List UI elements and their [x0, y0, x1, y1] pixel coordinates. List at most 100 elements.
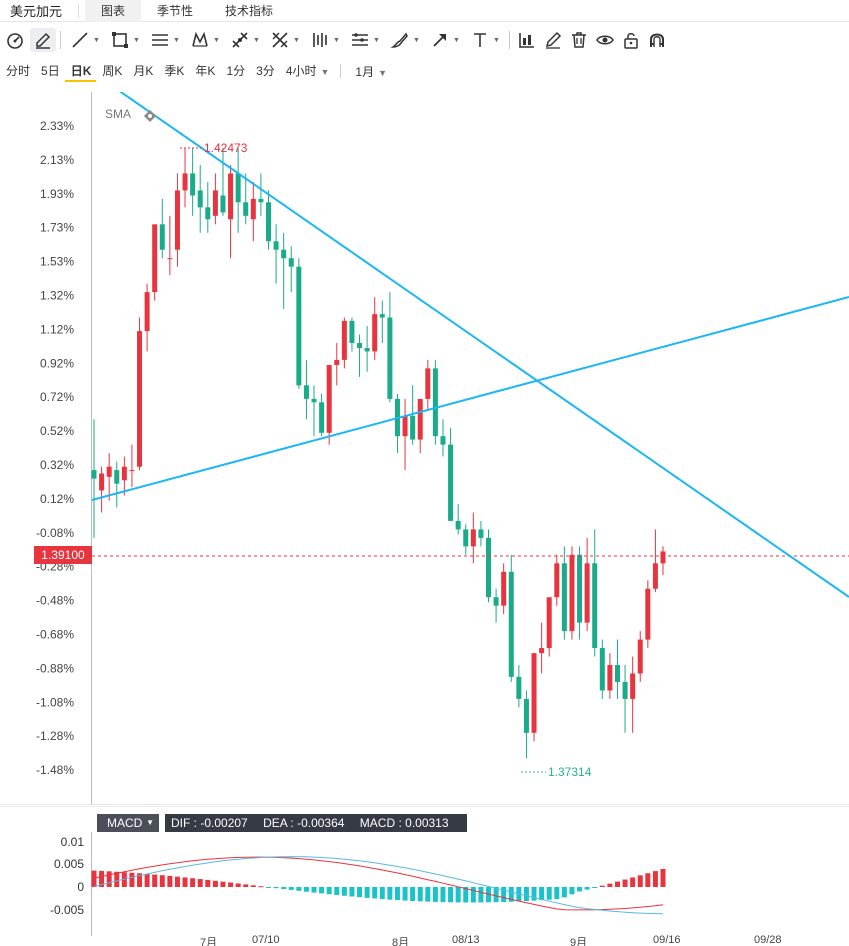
rectangle-icon[interactable]: ▼ — [105, 28, 145, 52]
high-marker: 1.42473 — [180, 141, 248, 155]
pattern-icon[interactable]: ▼ — [185, 28, 225, 52]
y-tick-label: -1.48% — [36, 763, 74, 777]
chevron-down-icon: ▼ — [320, 67, 330, 77]
tab-seasonality[interactable]: 季节性 — [157, 3, 194, 18]
macd-bar — [220, 881, 226, 887]
chart-stats-icon[interactable] — [514, 28, 540, 52]
brush-icon[interactable]: ▼ — [385, 28, 425, 52]
tab-technical-indicators[interactable]: 技术指标 — [225, 3, 274, 18]
candle-body — [152, 224, 158, 293]
sma-indicator-label[interactable]: SMA — [105, 107, 131, 121]
candle — [652, 529, 658, 593]
candle — [523, 690, 529, 759]
settings-icon[interactable] — [144, 110, 156, 122]
period-quarterly[interactable]: 季K — [164, 64, 185, 78]
candle — [622, 665, 628, 733]
unlock-icon[interactable] — [618, 28, 644, 52]
trash-icon[interactable] — [566, 28, 592, 52]
candle-body — [508, 571, 514, 677]
line-icon[interactable]: ▼ — [65, 28, 105, 52]
candle — [364, 326, 370, 372]
scissors-icon[interactable]: ▼ — [265, 28, 305, 52]
range-dropdown[interactable]: 1月 ▼ — [351, 63, 391, 80]
candle — [303, 359, 309, 420]
candle — [440, 419, 446, 457]
fork-icon[interactable]: ▼ — [225, 28, 265, 52]
speedometer-icon[interactable] — [0, 28, 30, 52]
macd-bar — [144, 873, 150, 887]
divider — [78, 3, 80, 18]
parallel-lines-icon[interactable]: ▼ — [145, 28, 185, 52]
y-tick-label: -1.28% — [36, 729, 74, 743]
macd-chart[interactable]: 0.01 0.005 0 -0.005 — [0, 832, 849, 936]
macd-bar — [182, 877, 188, 887]
macd-bar — [228, 882, 234, 887]
candle — [357, 334, 363, 377]
period-monthly[interactable]: 月K — [133, 64, 154, 78]
candle — [425, 359, 431, 411]
trendline-down[interactable] — [117, 89, 849, 598]
y-tick-label: 0.12% — [40, 492, 74, 506]
macd-bar — [425, 887, 431, 902]
candle — [470, 512, 476, 564]
candle — [546, 597, 552, 657]
eye-icon[interactable] — [592, 28, 618, 52]
candle — [561, 546, 567, 640]
candle — [250, 181, 256, 242]
candle-body — [159, 224, 165, 250]
candle-body — [174, 190, 180, 250]
candle — [614, 639, 620, 699]
candle-body — [372, 314, 378, 352]
fib-icon[interactable]: ▼ — [345, 28, 385, 52]
trendline-up[interactable] — [91, 296, 849, 501]
candle-body — [637, 639, 643, 674]
current-price-tag: 1.39100 — [34, 546, 92, 564]
macd-bar — [341, 887, 347, 896]
text-icon[interactable]: ▼ — [465, 28, 505, 52]
candle-body — [660, 551, 666, 564]
pane-divider[interactable] — [0, 804, 849, 805]
candle — [387, 292, 393, 403]
macd-bar — [159, 875, 165, 887]
macd-bar — [531, 887, 537, 901]
macd-bar — [121, 872, 127, 887]
period-weekly[interactable]: 周K — [102, 64, 123, 78]
arrow-icon[interactable]: ▼ — [425, 28, 465, 52]
macd-bar — [523, 887, 529, 902]
bars-icon[interactable]: ▼ — [305, 28, 345, 52]
candle — [493, 588, 499, 623]
pencil-icon[interactable] — [540, 28, 566, 52]
period-4hour[interactable]: 4小时 ▼ — [280, 60, 335, 82]
candle-body — [341, 320, 347, 360]
candle-body — [235, 173, 241, 203]
candle — [144, 283, 150, 352]
period-daily[interactable]: 日K — [64, 60, 97, 82]
magnet-icon[interactable] — [644, 28, 670, 52]
candle-body — [432, 368, 438, 437]
candle — [273, 224, 279, 284]
candle — [265, 190, 271, 250]
period-1min[interactable]: 1分 — [226, 64, 246, 78]
candle-body — [387, 317, 393, 399]
macd-bar — [478, 887, 484, 903]
candle-body — [622, 681, 628, 699]
tab-chart[interactable]: 图表 — [85, 0, 142, 22]
candle-body — [448, 444, 454, 521]
period-yearly[interactable]: 年K — [195, 64, 216, 78]
period-divider — [340, 64, 342, 78]
candle — [114, 461, 120, 508]
period-5day[interactable]: 5日 — [41, 64, 60, 78]
pencil-square-icon[interactable] — [30, 28, 56, 52]
macd-dea-value: DEA : -0.00364 — [263, 816, 345, 830]
macd-indicator-select[interactable]: MACD ▼ — [97, 814, 159, 832]
period-3min[interactable]: 3分 — [256, 64, 275, 78]
candlestick-chart[interactable]: 2.33% 2.13% 1.93% 1.73% 1.53% 1.32% 1.12% 0.92%… — [0, 89, 849, 804]
candle-body — [410, 415, 416, 440]
candle — [212, 173, 218, 225]
period-intraday[interactable]: 分时 — [6, 64, 31, 78]
candle-body — [561, 563, 567, 632]
candle-body — [319, 402, 325, 433]
candle — [137, 317, 143, 471]
low-marker: 1.37314 — [521, 765, 592, 779]
candle-body — [114, 470, 120, 484]
